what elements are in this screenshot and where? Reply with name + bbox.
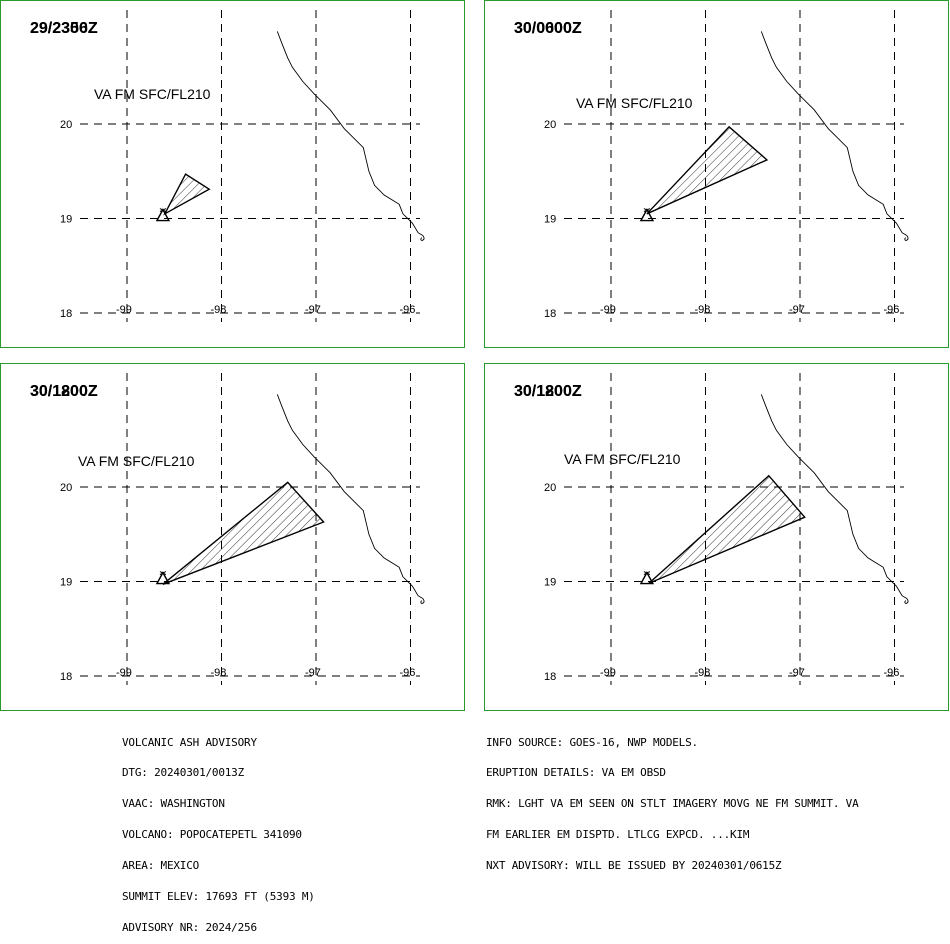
lat-tick-label: 18 (60, 671, 72, 683)
lon-tick-label: -97 (305, 667, 321, 679)
lat-tick-label: 20 (60, 119, 72, 131)
valid-time-overprint: 30/1800Z (30, 383, 98, 400)
valid-time-overprint: 29/2300Z (30, 20, 98, 37)
lon-tick-label: -96 (400, 304, 416, 316)
flight-level-label: VA FM SFC/FL210 (564, 451, 681, 467)
volcano-icon (639, 208, 655, 222)
advisory-line: VAAC: WASHINGTON (122, 797, 225, 811)
lat-tick-label: 18 (60, 308, 72, 320)
advisory-line: SUMMIT ELEV: 17693 FT (5393 M) (122, 890, 315, 904)
valid-time-label: 30/1200Z (30, 383, 98, 400)
advisory-line: VOLCANIC ASH ADVISORY (122, 735, 257, 749)
lat-tick-label: 18 (544, 671, 556, 683)
volcano-icon (155, 571, 171, 585)
advisory-line: ADVISORY NR: 2024/256 (122, 920, 257, 934)
valid-time-overprint: 30/1200Z (514, 383, 582, 400)
lon-tick-label: -98 (695, 304, 711, 316)
volcano-icon (639, 571, 655, 585)
coastline (760, 394, 908, 599)
valid-time-label: 30/0600Z (514, 20, 582, 37)
advisory-line: INFO SOURCE: GOES-16, NWP MODELS. (486, 735, 698, 749)
lon-tick-label: -97 (305, 304, 321, 316)
advisory-line: ERUPTION DETAILS: VA EM OBSD (486, 766, 666, 780)
lon-tick-label: -98 (211, 667, 227, 679)
forecast-panel-t6: -99 -98 -97 -96 20 19 18 30/0000Z 30/0600Z VA FM … (484, 0, 949, 348)
lon-tick-label: -96 (400, 667, 416, 679)
coastline (760, 31, 908, 236)
forecast-panel-t18: -99 -98 -97 -96 20 19 18 30/1200Z 30/1800Z VA FM … (484, 363, 949, 711)
ash-plume-polygon (646, 125, 769, 215)
lon-tick-label: -99 (116, 667, 132, 679)
valid-time-label: 30/1800Z (514, 383, 582, 400)
valid-time-overprint: 30/0000Z (514, 20, 582, 37)
lat-tick-label: 19 (60, 214, 72, 226)
volcano-icon (155, 208, 171, 222)
coastline-hook (420, 598, 425, 604)
advisory-header-block: VOLCANIC ASH ADVISORY DTG: 20240301/0013… (122, 717, 315, 944)
lon-tick-label: -96 (884, 667, 900, 679)
flight-level-label: VA FM SFC/FL210 (94, 86, 211, 102)
lat-tick-label: 20 (544, 119, 556, 131)
panel-border (0, 0, 465, 348)
flight-level-label: VA FM SFC/FL210 (78, 453, 195, 469)
advisory-line: VOLCANO: POPOCATEPETL 341090 (122, 828, 302, 842)
lat-tick-label: 19 (60, 577, 72, 589)
advisory-line: AREA: MEXICO (122, 859, 200, 873)
coastline (276, 31, 424, 236)
lat-tick-label: 20 (60, 482, 72, 494)
flight-level-label: VA FM SFC/FL210 (576, 95, 693, 111)
coastline-hook (420, 235, 425, 241)
coastline-hook (904, 235, 909, 241)
lon-tick-label: -99 (600, 304, 616, 316)
forecast-panel-t12: -99 -98 -97 -96 20 19 18 30/1800Z 30/1200Z VA FM … (0, 363, 465, 711)
forecast-panel-t0: -99 -98 -97 -96 20 19 18 29/2300Z 29/2356Z VA FM … (0, 0, 465, 348)
valid-time-label: 29/2356Z (30, 20, 98, 37)
coastline-hook (904, 598, 909, 604)
coastline (276, 394, 424, 599)
lat-tick-label: 19 (544, 214, 556, 226)
advisory-line: NXT ADVISORY: WILL BE ISSUED BY 20240301… (486, 859, 782, 873)
ash-plume-polygon (648, 474, 806, 585)
lon-tick-label: -99 (116, 304, 132, 316)
lat-tick-label: 20 (544, 482, 556, 494)
ash-plume-polygon (162, 481, 325, 585)
ash-plume-polygon (163, 173, 211, 216)
advisory-line: FM EARLIER EM DISPTD. LTLCG EXPCD. ...KI… (486, 828, 750, 842)
lon-tick-label: -99 (600, 667, 616, 679)
lon-tick-label: -96 (884, 304, 900, 316)
lon-tick-label: -97 (789, 304, 805, 316)
lon-tick-label: -98 (695, 667, 711, 679)
lon-tick-label: -97 (789, 667, 805, 679)
lat-tick-label: 19 (544, 577, 556, 589)
lat-tick-label: 18 (544, 308, 556, 320)
lon-tick-label: -98 (211, 304, 227, 316)
advisory-remarks-block: INFO SOURCE: GOES-16, NWP MODELS. ERUPTI… (486, 717, 859, 882)
advisory-line: DTG: 20240301/0013Z (122, 766, 245, 780)
advisory-line: RMK: LGHT VA EM SEEN ON STLT IMAGERY MOV… (486, 797, 859, 811)
